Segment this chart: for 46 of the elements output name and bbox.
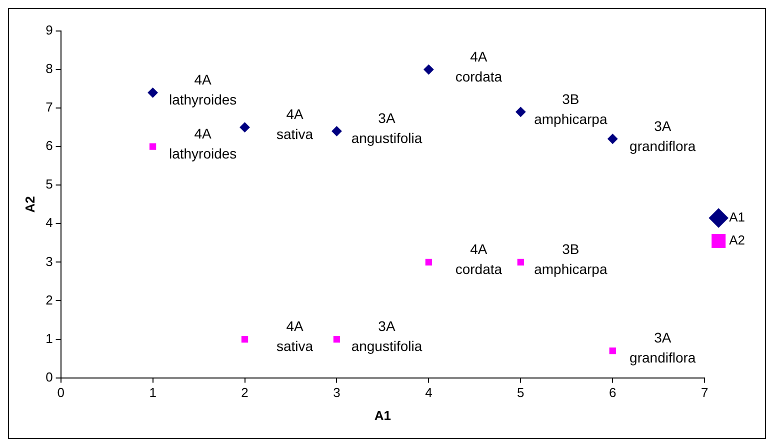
- point: [333, 336, 340, 343]
- x-tick-label: 5: [517, 385, 524, 400]
- annotation: 3A grandiflora: [630, 330, 696, 366]
- point: [241, 336, 248, 343]
- point: [424, 64, 434, 75]
- x-tick-label: 4: [425, 385, 432, 400]
- annotation: 4A cordata: [455, 48, 502, 84]
- x-tick-label: 0: [57, 385, 64, 400]
- point: [240, 122, 250, 132]
- x-tick-label: 1: [149, 385, 156, 400]
- point: [425, 258, 432, 266]
- x-tick-label: 7: [700, 385, 708, 400]
- point: [332, 126, 342, 136]
- annotation: 3A grandiflora: [630, 118, 696, 154]
- annotation: 4A cordata: [455, 241, 502, 278]
- point: [148, 88, 158, 98]
- x-axis-title: A1: [374, 408, 392, 423]
- annotation: 4A lathyroides: [168, 72, 237, 108]
- annotation: 4A lathyroides: [168, 125, 237, 162]
- x-tick-label: 3: [333, 385, 340, 400]
- legend-label: A1: [729, 210, 746, 225]
- annotation: 3A angustifolia: [351, 110, 422, 146]
- x-tick-label: 6: [609, 385, 616, 400]
- y-tick-label: 5: [46, 176, 53, 192]
- annotation: 4A sativa: [276, 106, 314, 142]
- y-axis-title: A2: [22, 196, 38, 213]
- y-tick-label: 0: [46, 369, 53, 384]
- x-tick-label: 2: [241, 385, 248, 400]
- point: [609, 348, 616, 354]
- y-tick-label: 3: [46, 254, 53, 269]
- annotation: 4A sativa: [276, 318, 314, 354]
- y-tick-label: 4: [46, 215, 53, 230]
- y-tick-label: 8: [46, 61, 53, 76]
- y-tick-label: 1: [46, 330, 53, 346]
- annotation: 3B amphicarpa: [534, 241, 608, 278]
- annotation: 3B amphicarpa: [534, 90, 608, 127]
- point: [149, 143, 156, 150]
- point: [608, 134, 618, 144]
- annotation: 3A angustifolia: [351, 318, 422, 354]
- y-tick-label: 6: [46, 138, 53, 154]
- y-tick-label: 7: [46, 100, 53, 115]
- point: [517, 258, 524, 266]
- point: [516, 106, 526, 117]
- y-tick-label: 9: [46, 22, 53, 38]
- legend-label: A2: [729, 232, 746, 248]
- y-tick-label: 2: [46, 292, 53, 308]
